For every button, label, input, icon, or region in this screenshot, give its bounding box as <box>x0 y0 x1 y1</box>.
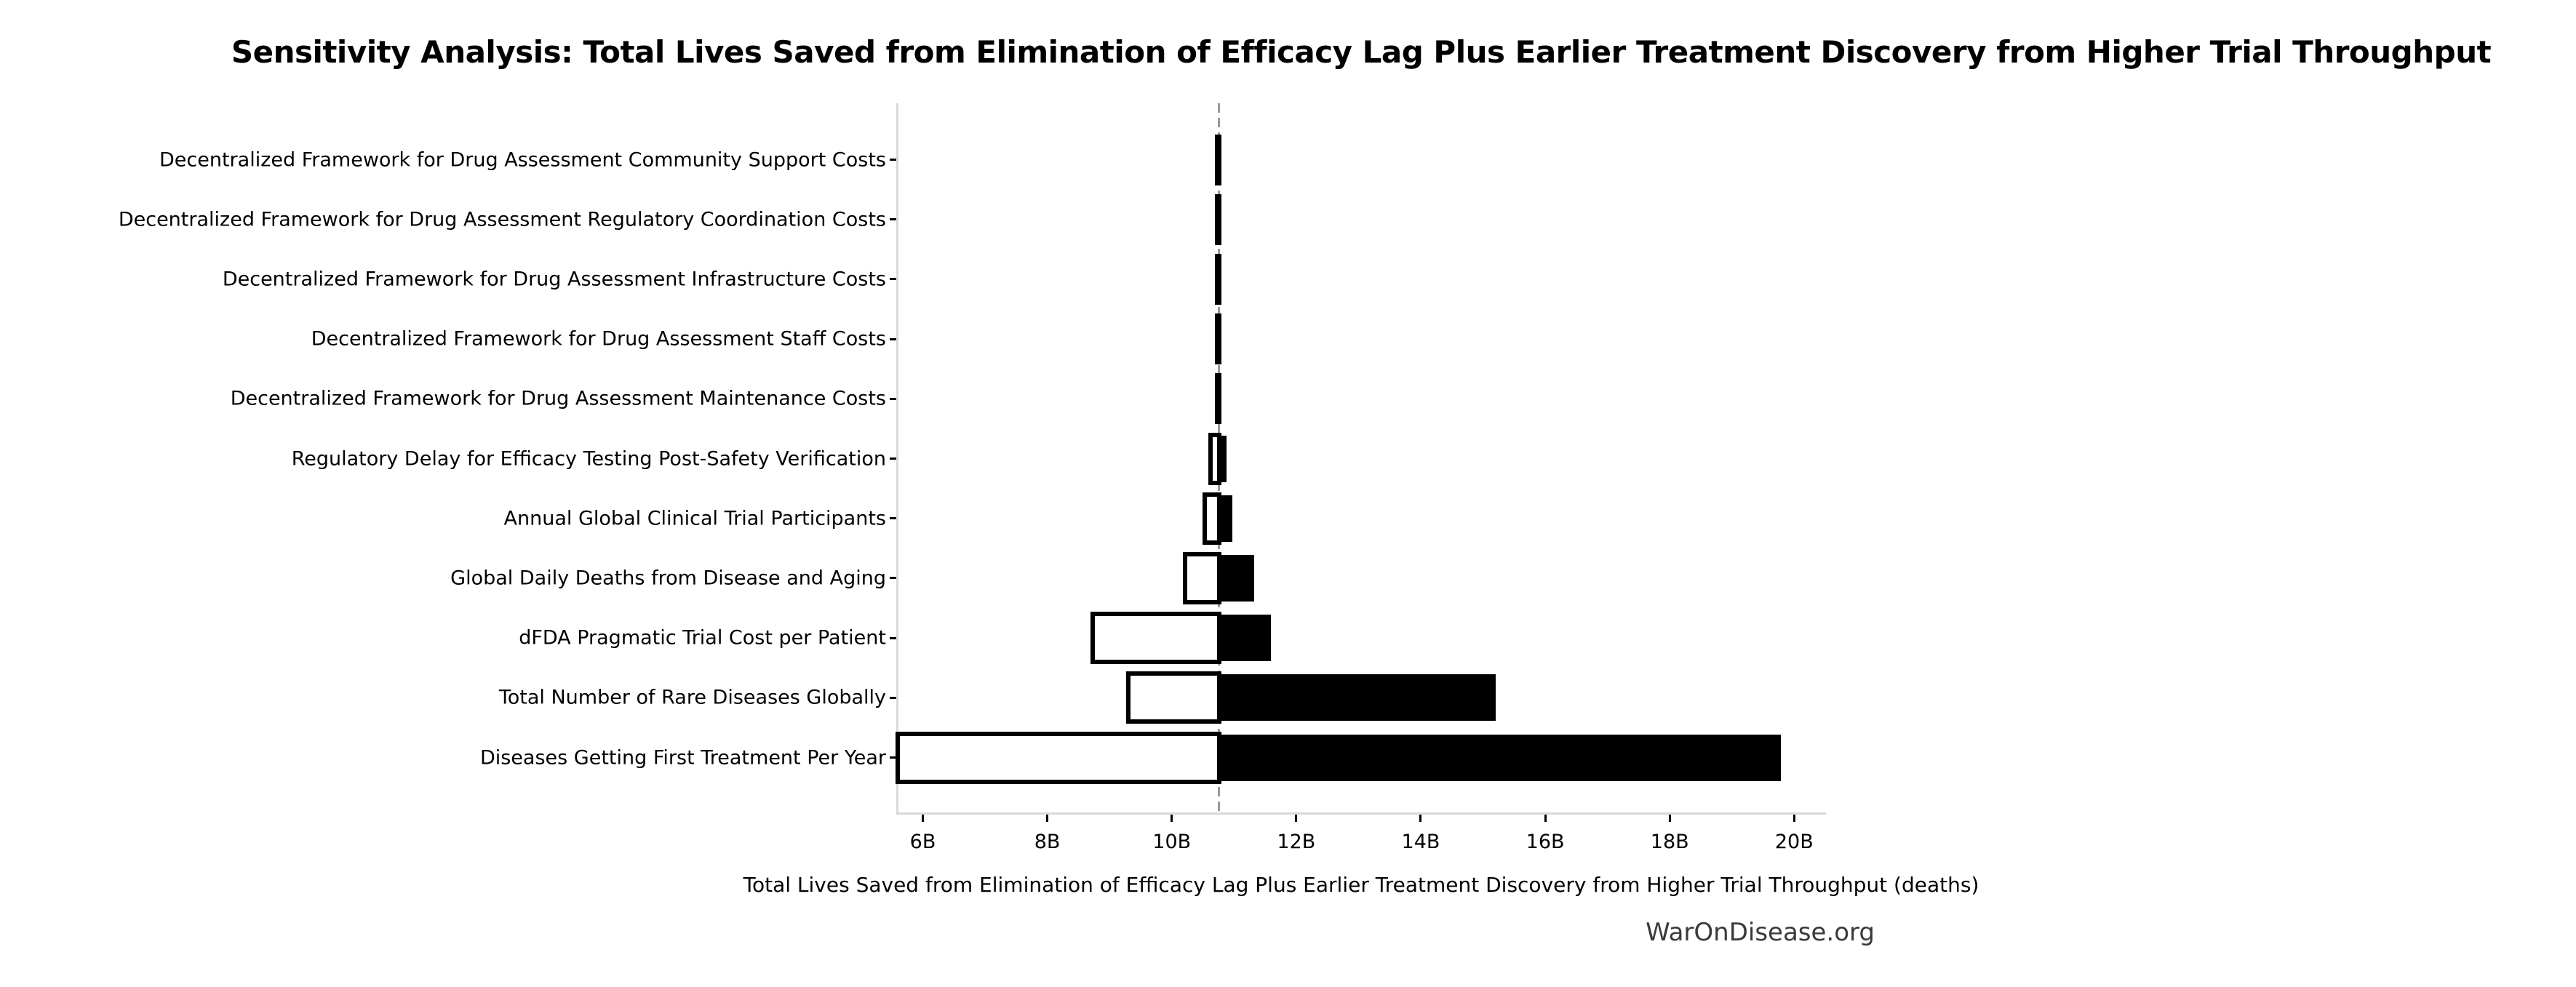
x-axis-label: Total Lives Saved from Elimination of Ef… <box>743 873 1979 897</box>
row-label: Global Daily Deaths from Disease and Agi… <box>450 567 886 590</box>
y-tick <box>890 756 896 759</box>
x-tick-label: 8B <box>1034 831 1061 853</box>
row-label: Total Number of Rare Diseases Globally <box>498 686 886 709</box>
row-label: Decentralized Framework for Drug Assessm… <box>118 208 886 231</box>
y-tick <box>890 337 896 340</box>
x-tick <box>1668 815 1671 822</box>
bar-low <box>1215 134 1221 185</box>
row-label: Decentralized Framework for Drug Assessm… <box>222 268 886 291</box>
x-tick <box>1793 815 1795 822</box>
bar-high <box>1219 495 1232 542</box>
row-label: Decentralized Framework for Drug Assessm… <box>311 327 886 351</box>
y-tick <box>890 577 896 580</box>
y-tick <box>890 159 896 161</box>
x-tick <box>1295 815 1298 822</box>
bar-high <box>1219 196 1221 243</box>
row-label: Annual Global Clinical Trial Participant… <box>503 507 886 530</box>
bar-high <box>1219 316 1221 363</box>
bar-high <box>1219 615 1271 662</box>
x-tick <box>1419 815 1422 822</box>
bar-low <box>1215 373 1221 425</box>
chart-title: Sensitivity Analysis: Total Lives Saved … <box>231 34 2492 70</box>
y-tick <box>890 517 896 520</box>
row-label: Regulatory Delay for Efficacy Testing Po… <box>291 447 886 470</box>
watermark-text: WarOnDisease.org <box>1646 918 1875 947</box>
bar-low <box>1215 313 1221 365</box>
row-label: Decentralized Framework for Drug Assessm… <box>159 148 886 171</box>
bar-low <box>1182 551 1221 604</box>
bar-high <box>1219 554 1254 602</box>
bar-low <box>1215 193 1221 245</box>
x-axis-line <box>896 812 1826 815</box>
x-tick-label: 12B <box>1277 831 1316 853</box>
y-tick <box>890 696 896 699</box>
x-tick-label: 6B <box>909 831 936 853</box>
bar-high <box>1219 136 1221 183</box>
x-tick-label: 18B <box>1650 831 1689 853</box>
y-tick <box>890 218 896 221</box>
bar-low <box>1208 432 1221 485</box>
x-tick-label: 10B <box>1152 831 1192 853</box>
y-tick <box>890 397 896 400</box>
y-tick <box>890 278 896 281</box>
bar-low <box>896 731 1221 784</box>
bar-low <box>1090 612 1221 665</box>
bar-high <box>1219 674 1496 722</box>
y-axis-spine <box>896 103 898 813</box>
y-tick <box>890 457 896 460</box>
row-label: Diseases Getting First Treatment Per Yea… <box>479 746 886 769</box>
bar-high <box>1219 435 1227 482</box>
bar-low <box>1125 671 1221 724</box>
bar-high <box>1219 734 1782 781</box>
x-tick-label: 14B <box>1401 831 1440 853</box>
x-tick-label: 16B <box>1526 831 1565 853</box>
x-tick <box>1046 815 1049 822</box>
bar-high <box>1219 375 1221 423</box>
x-tick <box>922 815 924 822</box>
bar-low <box>1215 253 1221 305</box>
y-tick <box>890 636 896 639</box>
bar-high <box>1219 255 1221 303</box>
x-tick <box>1544 815 1547 822</box>
row-label: Decentralized Framework for Drug Assessm… <box>230 387 886 410</box>
x-tick <box>1171 815 1173 822</box>
row-label: dFDA Pragmatic Trial Cost per Patient <box>519 626 886 650</box>
x-tick-label: 20B <box>1774 831 1814 853</box>
